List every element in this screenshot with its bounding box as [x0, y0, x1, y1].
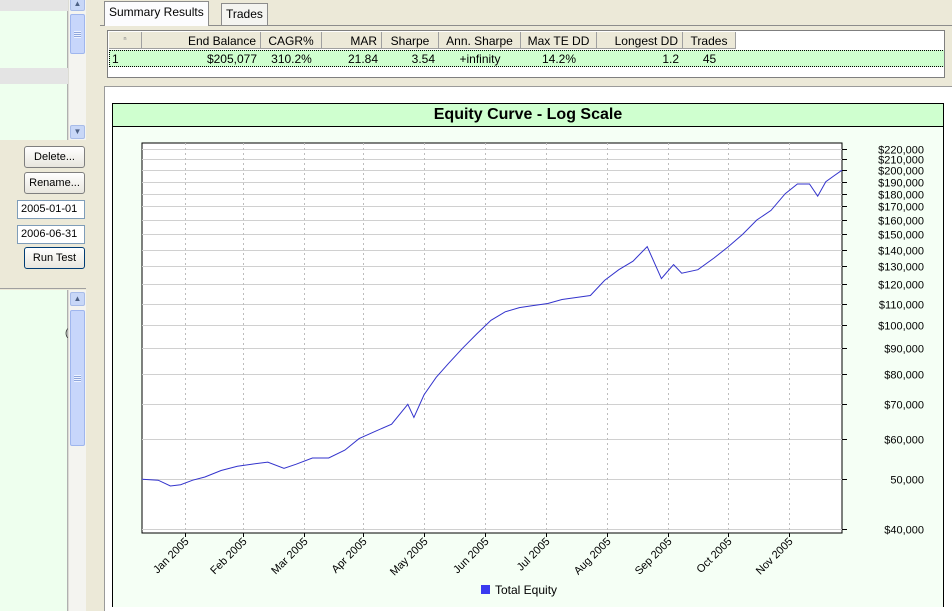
equity-line	[141, 169, 843, 487]
tab-strip-line	[100, 25, 952, 26]
bottom-list[interactable]: (	[0, 290, 68, 611]
x-tick-label: Nov 2005	[754, 536, 796, 578]
table-cell: 1.2	[662, 52, 679, 66]
bottom-list-scrollbar[interactable]: ▲	[68, 290, 86, 611]
plot-box	[141, 142, 843, 534]
y-tick-label: $140,000	[878, 246, 924, 258]
table-cell: 21.84	[347, 52, 378, 66]
rename-button[interactable]: Rename...	[24, 172, 85, 194]
table-cell: 14.2%	[541, 52, 577, 66]
column-header[interactable]: End Balance	[142, 32, 261, 49]
x-tick-label: Apr 2005	[330, 536, 370, 576]
table-row[interactable]	[109, 50, 944, 67]
column-header-sort[interactable]: ⁿ	[109, 32, 142, 49]
tab-trades[interactable]: Trades	[221, 3, 268, 25]
x-tick-label: Mar 2005	[269, 536, 310, 577]
x-tick-label: Jan 2005	[151, 536, 191, 576]
selected-list-row[interactable]	[0, 68, 68, 84]
y-tick-label: $210,000	[878, 155, 924, 167]
column-header[interactable]: Sharpe	[382, 32, 439, 49]
y-tick-label: $90,000	[884, 344, 924, 356]
x-tick-label: Sep 2005	[633, 536, 675, 578]
top-list-scrollbar[interactable]: ▲ ▼	[68, 0, 86, 140]
y-tick-label: $130,000	[878, 262, 924, 274]
table-cell: 1	[112, 52, 119, 66]
scroll-down-icon[interactable]: ▼	[70, 125, 85, 139]
results-table[interactable]: ⁿ End Balance CAGR% MAR Sharpe Ann. Shar…	[107, 30, 945, 78]
x-tick-label: Jul 2005	[515, 536, 553, 574]
tab-summary-results[interactable]: Summary Results	[104, 1, 209, 26]
x-tick-label: Aug 2005	[572, 536, 614, 578]
table-cell: +infinity	[459, 52, 501, 66]
y-tick-label: $150,000	[878, 230, 924, 242]
end-date-field[interactable]: 2006-06-31	[17, 225, 85, 244]
start-date-field[interactable]: 2005-01-01	[17, 200, 85, 219]
y-tick-label: $40,000	[884, 525, 924, 537]
x-tick-label: Oct 2005	[695, 536, 735, 576]
y-tick-label: $170,000	[878, 202, 924, 214]
scroll-thumb[interactable]	[70, 310, 85, 446]
column-header[interactable]: MAR	[322, 32, 382, 49]
y-tick-label: $110,000	[879, 300, 924, 312]
y-tick-label: $100,000	[878, 321, 924, 333]
legend-label: Total Equity	[495, 583, 557, 597]
y-tick-label: $80,000	[884, 370, 924, 382]
x-tick-label: May 2005	[388, 536, 431, 579]
top-list-top-row[interactable]	[0, 0, 68, 11]
table-cell: 310.2%	[271, 52, 312, 66]
y-tick-label: $190,000	[878, 178, 924, 190]
scroll-up-icon[interactable]: ▲	[70, 0, 85, 11]
column-header[interactable]: Trades	[683, 32, 736, 49]
chart-title: Equity Curve - Log Scale	[112, 103, 944, 127]
delete-button[interactable]: Delete...	[24, 146, 85, 168]
x-tick-label: Jun 2005	[451, 536, 491, 576]
run-test-button[interactable]: Run Test	[24, 247, 85, 269]
y-tick-label: $220,000	[878, 145, 924, 157]
x-tick-label: Feb 2005	[208, 536, 249, 577]
scroll-thumb[interactable]	[70, 14, 85, 54]
column-header[interactable]: Longest DD	[597, 32, 683, 49]
y-tick-label: $200,000	[878, 166, 924, 178]
list-marker: (	[65, 328, 69, 339]
y-tick-label: $70,000	[884, 400, 924, 412]
table-cell: 3.54	[411, 52, 435, 66]
panel-divider	[0, 288, 86, 289]
y-tick-label: 50,000	[890, 475, 924, 487]
y-tick-label: $60,000	[884, 435, 924, 447]
y-tick-label: $180,000	[878, 190, 924, 202]
scroll-up-icon[interactable]: ▲	[70, 292, 85, 306]
y-tick-label: $120,000	[878, 280, 924, 292]
table-cell: 45	[702, 52, 717, 66]
column-header[interactable]: CAGR%	[261, 32, 322, 49]
legend-swatch	[481, 585, 490, 594]
column-header[interactable]: Max TE DD	[521, 32, 597, 49]
y-tick-label: $160,000	[878, 216, 924, 228]
column-header[interactable]: Ann. Sharpe	[439, 32, 521, 49]
table-cell: $205,077	[206, 52, 257, 66]
